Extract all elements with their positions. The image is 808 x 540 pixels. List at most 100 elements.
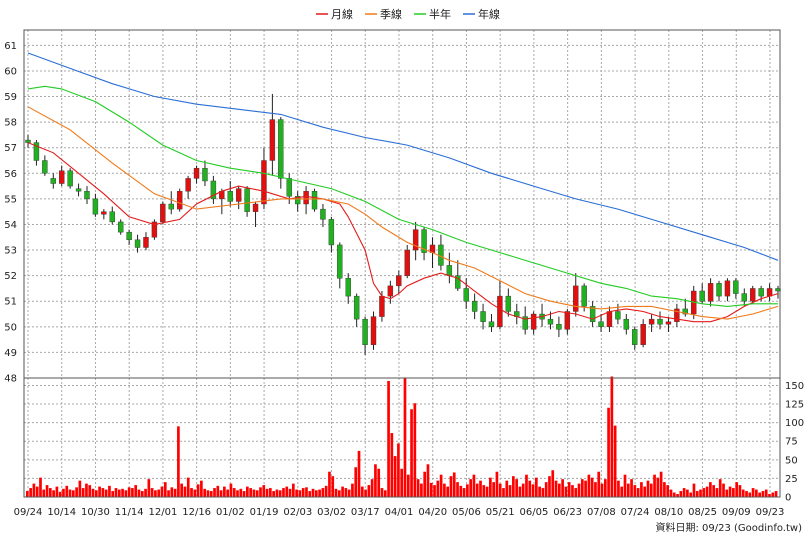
volume-bar (170, 487, 174, 497)
candle-body (623, 318, 630, 330)
volume-bar (219, 490, 223, 497)
volume-bar (567, 482, 571, 497)
volume-bar (272, 491, 275, 497)
volume-bar (180, 483, 184, 497)
volume-bar (423, 471, 427, 497)
candle-body (505, 295, 512, 312)
volume-bar (590, 477, 594, 497)
volume-bar (324, 485, 328, 497)
candle-body (109, 211, 115, 223)
candle-body (311, 191, 318, 210)
volume-bar (429, 482, 433, 497)
volume-bar (633, 485, 637, 497)
volume-bar (640, 482, 643, 497)
volume-bar (492, 482, 495, 497)
volume-bar (741, 489, 745, 497)
candle-body (589, 306, 596, 322)
volume-bar (144, 488, 147, 497)
data-date-footer: 資料日期: 09/23 (Goodinfo.tw) (655, 521, 802, 534)
date-tick-label: 04/20 (418, 507, 447, 518)
volume-bar (71, 490, 75, 497)
volume-tick-label: 25 (785, 474, 798, 485)
volume-bar (709, 482, 712, 497)
volume-bar (669, 489, 673, 497)
candle-body (362, 318, 368, 345)
volume-bar (380, 488, 384, 497)
candle-body (337, 244, 343, 279)
date-tick-label: 07/08 (587, 507, 616, 518)
volume-bar (531, 484, 535, 497)
candle-body (227, 191, 233, 202)
volume-bar (745, 491, 748, 497)
volume-bar (679, 491, 683, 497)
candle-body (117, 221, 124, 233)
volume-bar (62, 488, 65, 497)
legend-label-half_year: 半年 (429, 7, 451, 21)
volume-bar (246, 486, 249, 497)
volume-bar (173, 488, 177, 497)
candle-body (522, 316, 528, 330)
volume-bar (446, 486, 450, 497)
volume-bar (111, 491, 115, 497)
volume-bar (334, 488, 338, 497)
volume-bar (239, 488, 243, 497)
volume-bar (154, 490, 157, 497)
volume-bar (561, 479, 564, 497)
half_year-line (27, 85, 778, 307)
volume-bar (459, 485, 463, 497)
volume-bar (443, 483, 446, 497)
volume-bar (91, 488, 95, 497)
date-tick-label: 08/10 (654, 507, 683, 518)
volume-bar (502, 488, 505, 497)
volume-bar (699, 489, 702, 497)
date-tick-label: 12/01 (148, 507, 177, 518)
volume-bar (610, 376, 614, 497)
candle-body (84, 191, 90, 200)
volume-bar (308, 491, 312, 497)
candle-body (699, 290, 705, 302)
volume-bar (656, 477, 660, 497)
volume-bar (321, 488, 325, 497)
volume-bar (607, 407, 610, 497)
volume-bar (131, 488, 134, 497)
date-tick-label: 08/25 (688, 507, 717, 518)
volume-bar (370, 479, 374, 497)
volume-tick-label: 50 (785, 455, 798, 466)
volume-bar (623, 474, 627, 497)
candle-body (648, 318, 655, 325)
price-tick-label: 55 (4, 194, 17, 205)
price-tick-label: 54 (4, 220, 17, 231)
volume-bar (196, 484, 200, 497)
volume-bar (337, 490, 341, 497)
price-tick-label: 57 (4, 143, 17, 154)
volume-bar (206, 490, 210, 497)
volume-bar (94, 490, 98, 497)
volume-bar (278, 490, 282, 497)
candle-body (657, 318, 663, 325)
candle-body (303, 191, 309, 205)
volume-bar (738, 485, 742, 497)
candle-body (202, 167, 208, 182)
volume-bar (48, 488, 52, 497)
volume-bar (282, 488, 285, 497)
volume-bar (252, 489, 256, 497)
volume-bar (262, 485, 266, 497)
price-tick-label: 52 (4, 271, 17, 282)
volume-bar (735, 482, 738, 497)
candle-body (269, 119, 276, 161)
candle-body (143, 237, 149, 248)
candle-body (741, 293, 747, 302)
candle-body (244, 188, 250, 212)
volume-bar (285, 486, 289, 497)
candle-body (396, 275, 402, 287)
candle-body (33, 142, 40, 161)
date-tick-label: 12/16 (182, 507, 211, 518)
volume-bar (577, 483, 581, 497)
candle-body (598, 321, 604, 328)
volume-bar (541, 488, 545, 497)
volume-bar (613, 425, 617, 497)
candle-body (286, 178, 292, 197)
volume-bar (505, 480, 509, 497)
volume-bar (88, 485, 92, 497)
